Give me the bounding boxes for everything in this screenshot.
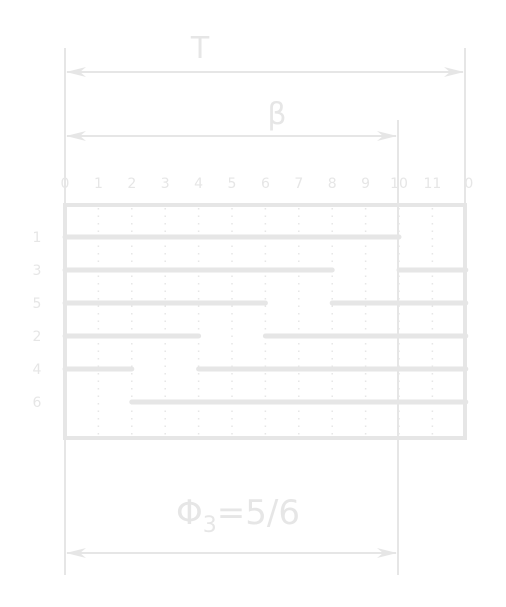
tick-label: 2 xyxy=(127,176,136,192)
period-label: T xyxy=(190,31,210,66)
tick-label: 0 xyxy=(61,176,70,192)
schedule-frame xyxy=(63,203,467,440)
row-label: 5 xyxy=(33,296,42,312)
slot-tick-labels: 0 1 2 3 4 5 6 7 8 9 10 11 0 xyxy=(61,176,474,192)
row-label: 1 xyxy=(33,230,42,246)
tick-label: 10 xyxy=(390,176,408,192)
phi-subscript: 3 xyxy=(203,513,217,538)
phi-value: =5/6 xyxy=(217,493,300,533)
phi-label: Φ3=5/6 xyxy=(176,493,300,538)
row-bars xyxy=(62,234,469,405)
tick-label: 11 xyxy=(423,176,441,192)
row-labels: 1 3 5 2 4 6 xyxy=(33,230,42,411)
tick-label: 7 xyxy=(294,176,303,192)
tick-label: 3 xyxy=(161,176,170,192)
phi-symbol: Φ xyxy=(176,493,203,533)
tick-label: 5 xyxy=(228,176,237,192)
tick-label: 1 xyxy=(94,176,103,192)
row-label: 2 xyxy=(33,329,42,345)
dotted-grid xyxy=(97,208,434,436)
row-label: 3 xyxy=(33,263,42,279)
tick-label: 6 xyxy=(261,176,270,192)
beta-label: β xyxy=(267,97,286,132)
tick-label: 0 xyxy=(464,176,473,192)
tick-label: 4 xyxy=(194,176,203,192)
row-label: 6 xyxy=(33,395,42,411)
tick-label: 9 xyxy=(361,176,370,192)
row-label: 4 xyxy=(33,362,42,378)
tick-label: 8 xyxy=(328,176,337,192)
